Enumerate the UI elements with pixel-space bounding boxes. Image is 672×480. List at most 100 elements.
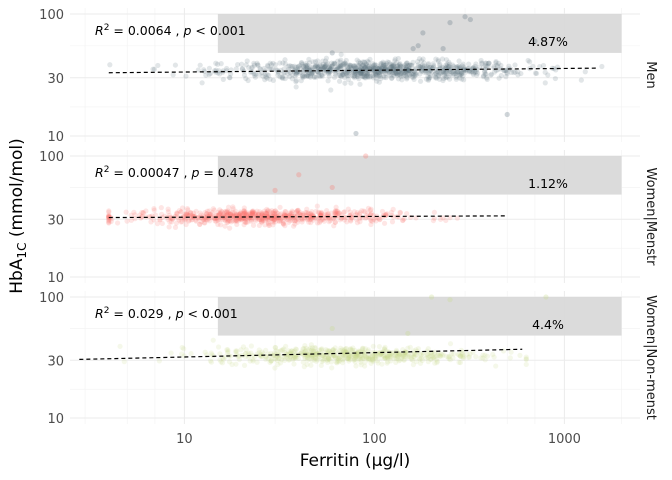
data-point	[413, 70, 419, 76]
data-point	[545, 72, 551, 78]
data-point	[329, 60, 335, 66]
data-point	[470, 71, 476, 78]
data-point	[280, 75, 286, 81]
data-point	[343, 70, 349, 77]
data-point	[224, 347, 230, 353]
data-point	[332, 211, 338, 218]
data-point	[365, 74, 371, 80]
data-point	[417, 71, 423, 77]
data-point	[280, 347, 286, 353]
data-point	[375, 70, 381, 76]
data-point	[232, 218, 238, 224]
data-point	[311, 348, 317, 354]
data-point	[151, 217, 157, 223]
data-point	[309, 353, 315, 359]
data-point	[438, 351, 444, 357]
data-point	[428, 73, 434, 79]
data-point	[454, 73, 460, 79]
data-point	[197, 221, 203, 227]
data-point	[352, 65, 358, 71]
data-point	[364, 58, 370, 64]
data-point	[419, 357, 425, 363]
data-point	[243, 75, 249, 82]
data-point	[287, 210, 293, 216]
data-point	[264, 211, 270, 217]
data-point	[197, 221, 203, 227]
data-point	[478, 57, 484, 64]
data-point	[459, 76, 465, 82]
data-point	[327, 63, 333, 70]
data-point	[426, 75, 432, 81]
data-point	[247, 358, 253, 364]
data-point	[239, 61, 245, 67]
data-point	[305, 72, 311, 78]
data-point	[395, 356, 401, 362]
data-point	[476, 64, 483, 70]
data-point	[249, 210, 255, 216]
data-point	[282, 355, 288, 361]
data-point	[419, 68, 425, 74]
data-point	[243, 219, 249, 225]
data-point	[393, 359, 399, 365]
data-point	[124, 218, 130, 224]
data-point	[241, 208, 247, 214]
data-point	[318, 362, 324, 369]
data-point	[398, 66, 404, 73]
data-point	[258, 210, 265, 216]
data-point	[337, 72, 343, 79]
data-point	[304, 73, 310, 79]
data-point	[377, 216, 383, 222]
data-point	[386, 59, 392, 66]
data-point	[299, 72, 306, 78]
data-point	[383, 64, 389, 70]
y-axis-title: HbA1C (mmol/mol)	[7, 138, 29, 294]
data-point	[213, 218, 219, 224]
data-point	[322, 70, 328, 76]
data-point	[249, 211, 255, 217]
data-point	[360, 59, 366, 65]
data-point	[202, 220, 208, 226]
data-point	[362, 64, 368, 71]
data-point	[443, 68, 449, 75]
data-point	[289, 76, 296, 82]
data-point	[511, 69, 517, 76]
data-point	[456, 359, 462, 365]
data-point	[427, 67, 433, 73]
data-point	[349, 72, 355, 78]
data-point	[362, 359, 368, 365]
data-point	[408, 355, 415, 361]
data-point	[327, 65, 333, 72]
data-point	[378, 355, 384, 361]
data-point	[193, 218, 199, 224]
data-point	[427, 65, 433, 71]
data-point	[231, 210, 238, 216]
data-point	[381, 62, 387, 68]
data-point	[286, 73, 293, 80]
data-point	[143, 208, 149, 214]
data-point	[367, 207, 373, 213]
data-point	[404, 76, 410, 82]
data-point	[309, 71, 315, 77]
data-point	[382, 352, 389, 359]
data-point	[442, 66, 448, 72]
data-point	[441, 73, 447, 79]
data-point	[255, 212, 261, 218]
data-point	[261, 208, 268, 214]
data-point	[271, 209, 277, 215]
data-point	[309, 355, 315, 361]
data-point	[299, 217, 305, 223]
data-point	[294, 354, 300, 360]
data-point	[394, 66, 400, 72]
data-point	[407, 62, 413, 68]
data-point	[437, 76, 443, 82]
data-point	[426, 70, 432, 77]
data-point	[323, 62, 329, 68]
data-point	[217, 211, 223, 217]
data-point	[132, 216, 138, 222]
data-point	[402, 72, 408, 78]
data-point	[451, 351, 457, 357]
data-point	[277, 74, 283, 80]
data-point	[446, 356, 452, 362]
data-point	[324, 212, 330, 219]
